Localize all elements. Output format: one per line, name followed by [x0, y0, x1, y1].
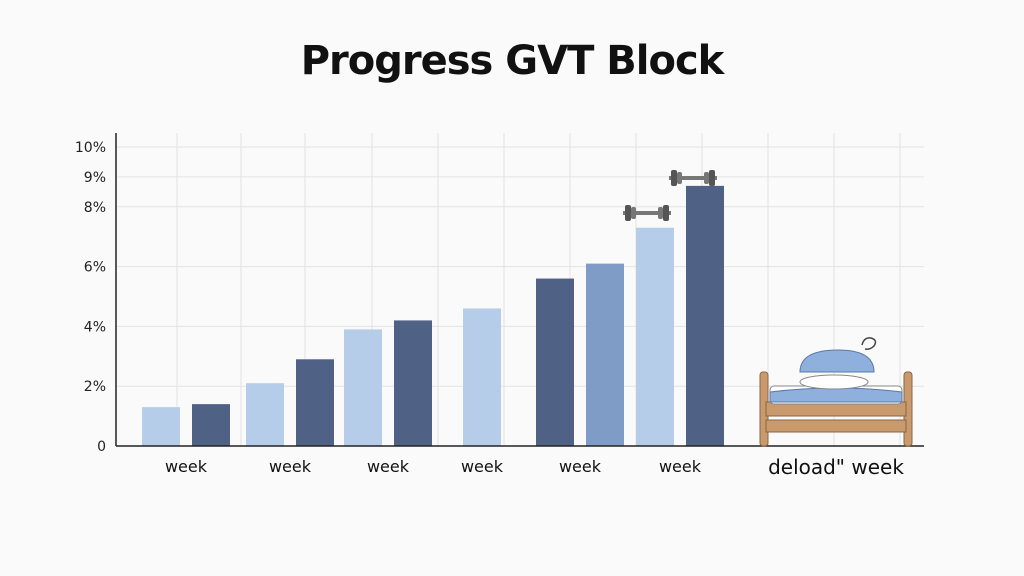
y-tick-label: 4%: [84, 319, 106, 335]
dumbbell-icon: [669, 170, 717, 186]
bar: [296, 359, 334, 446]
bar: [536, 278, 574, 446]
y-tick-label: 6%: [84, 260, 106, 276]
bars-layer: [142, 185, 724, 446]
labels-layer: week week week week week week deload" week: [165, 455, 904, 479]
x-category-label: week: [559, 457, 602, 476]
x-category-label: week: [165, 457, 208, 476]
bar: [246, 383, 284, 446]
y-tick-label: 2%: [84, 379, 106, 395]
x-category-label: week: [461, 457, 504, 476]
y-tick-label: 8%: [84, 200, 106, 216]
bar: [394, 320, 432, 446]
y-tick-label: 0: [97, 439, 106, 455]
x-category-label: deload" week: [768, 455, 904, 479]
y-tick-label: 9%: [84, 170, 106, 186]
ticks-layer: 0 2% 4% 6% 8% 9% 10%: [75, 140, 106, 455]
bar: [344, 329, 382, 446]
bed-icon: [759, 337, 913, 447]
bar: [686, 185, 724, 446]
y-tick-label: 10%: [75, 140, 106, 156]
bar: [463, 308, 501, 446]
chart-title: Progress GVT Block: [300, 38, 725, 84]
x-category-label: week: [367, 457, 410, 476]
x-category-label: week: [269, 457, 312, 476]
bar: [586, 263, 624, 446]
bar: [636, 227, 674, 446]
bar: [142, 407, 180, 446]
x-category-label: week: [659, 457, 702, 476]
bar: [192, 404, 230, 446]
dumbbell-icon: [623, 205, 671, 221]
